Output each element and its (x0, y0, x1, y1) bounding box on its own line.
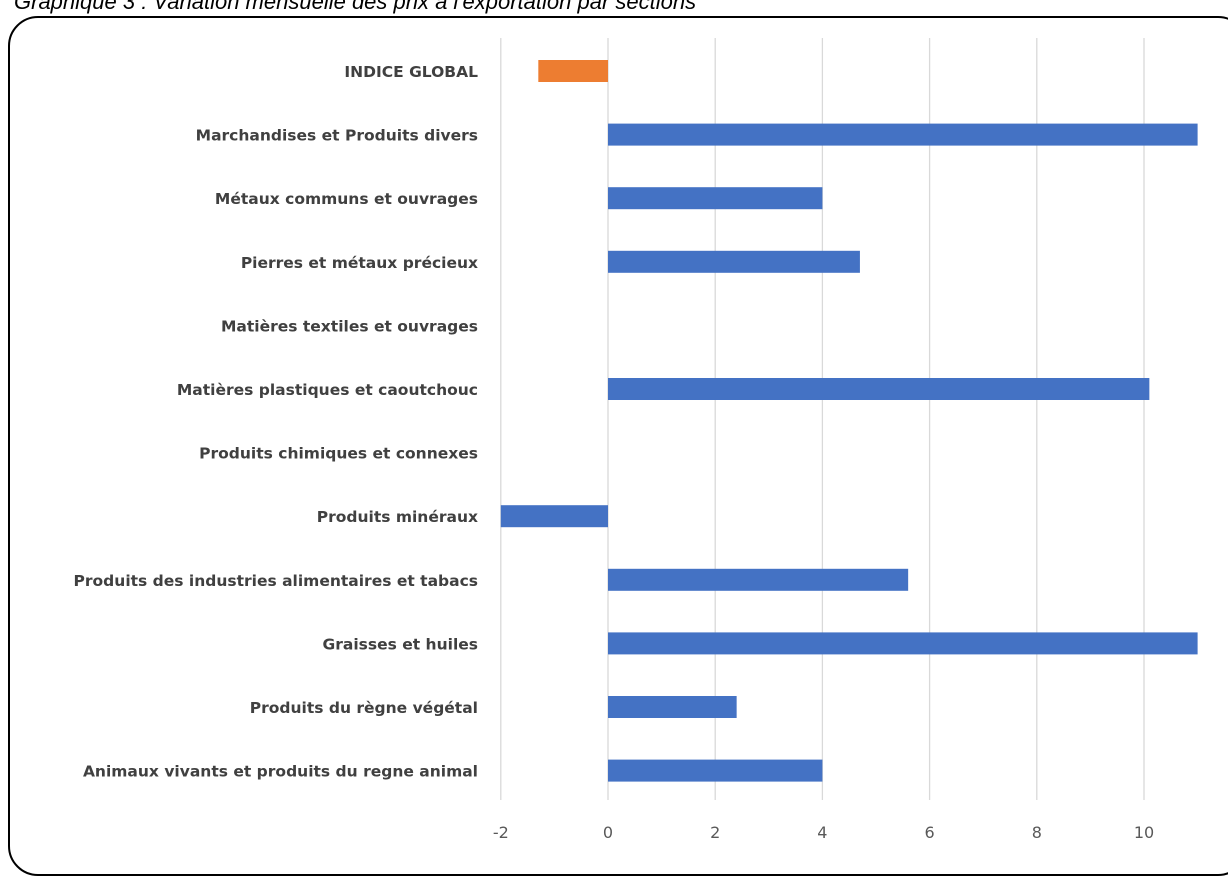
category-label: Produits des industries alimentaires et … (74, 572, 478, 590)
bar (608, 696, 737, 718)
x-tick-label: 8 (1032, 823, 1042, 842)
x-tick-label: 6 (925, 823, 935, 842)
bar-chart: INDICE GLOBAL Marchandises et Produits di… (74, 38, 1198, 842)
figure-caption: Graphique 3 : Variation mensuelle des pr… (14, 0, 697, 14)
x-tick-label: 10 (1134, 823, 1154, 842)
category-label: Animaux vivants et produits du regne ani… (83, 763, 478, 781)
gridlines (500, 38, 1145, 800)
x-tick-label: 0 (603, 823, 613, 842)
bar (538, 60, 608, 82)
bars (500, 60, 1198, 782)
bar (500, 505, 608, 528)
category-label: INDICE GLOBAL (344, 63, 478, 81)
category-label: Graisses et huiles (323, 635, 478, 653)
bar (608, 568, 909, 591)
category-label: Marchandises et Produits divers (196, 127, 478, 145)
x-tick-labels: -2 0 2 4 6 8 10 (493, 823, 1154, 842)
bar (608, 632, 1198, 655)
category-label: Métaux communs et ouvrages (215, 190, 478, 208)
category-label: Pierres et métaux précieux (241, 254, 478, 272)
category-label: Produits minéraux (317, 508, 478, 526)
bar (608, 187, 823, 210)
bar (608, 250, 860, 273)
x-tick-label: -2 (493, 823, 509, 842)
x-tick-label: 4 (817, 823, 827, 842)
category-label: Matières textiles et ouvrages (221, 317, 478, 335)
bar (608, 759, 823, 782)
category-labels: INDICE GLOBAL Marchandises et Produits di… (74, 63, 479, 781)
category-label: Produits chimiques et connexes (199, 445, 478, 463)
x-tick-label: 2 (710, 823, 720, 842)
bar (608, 123, 1198, 146)
category-label: Matières plastiques et caoutchouc (177, 381, 478, 399)
category-label: Produits du règne végétal (250, 699, 478, 717)
bar (608, 378, 1150, 400)
